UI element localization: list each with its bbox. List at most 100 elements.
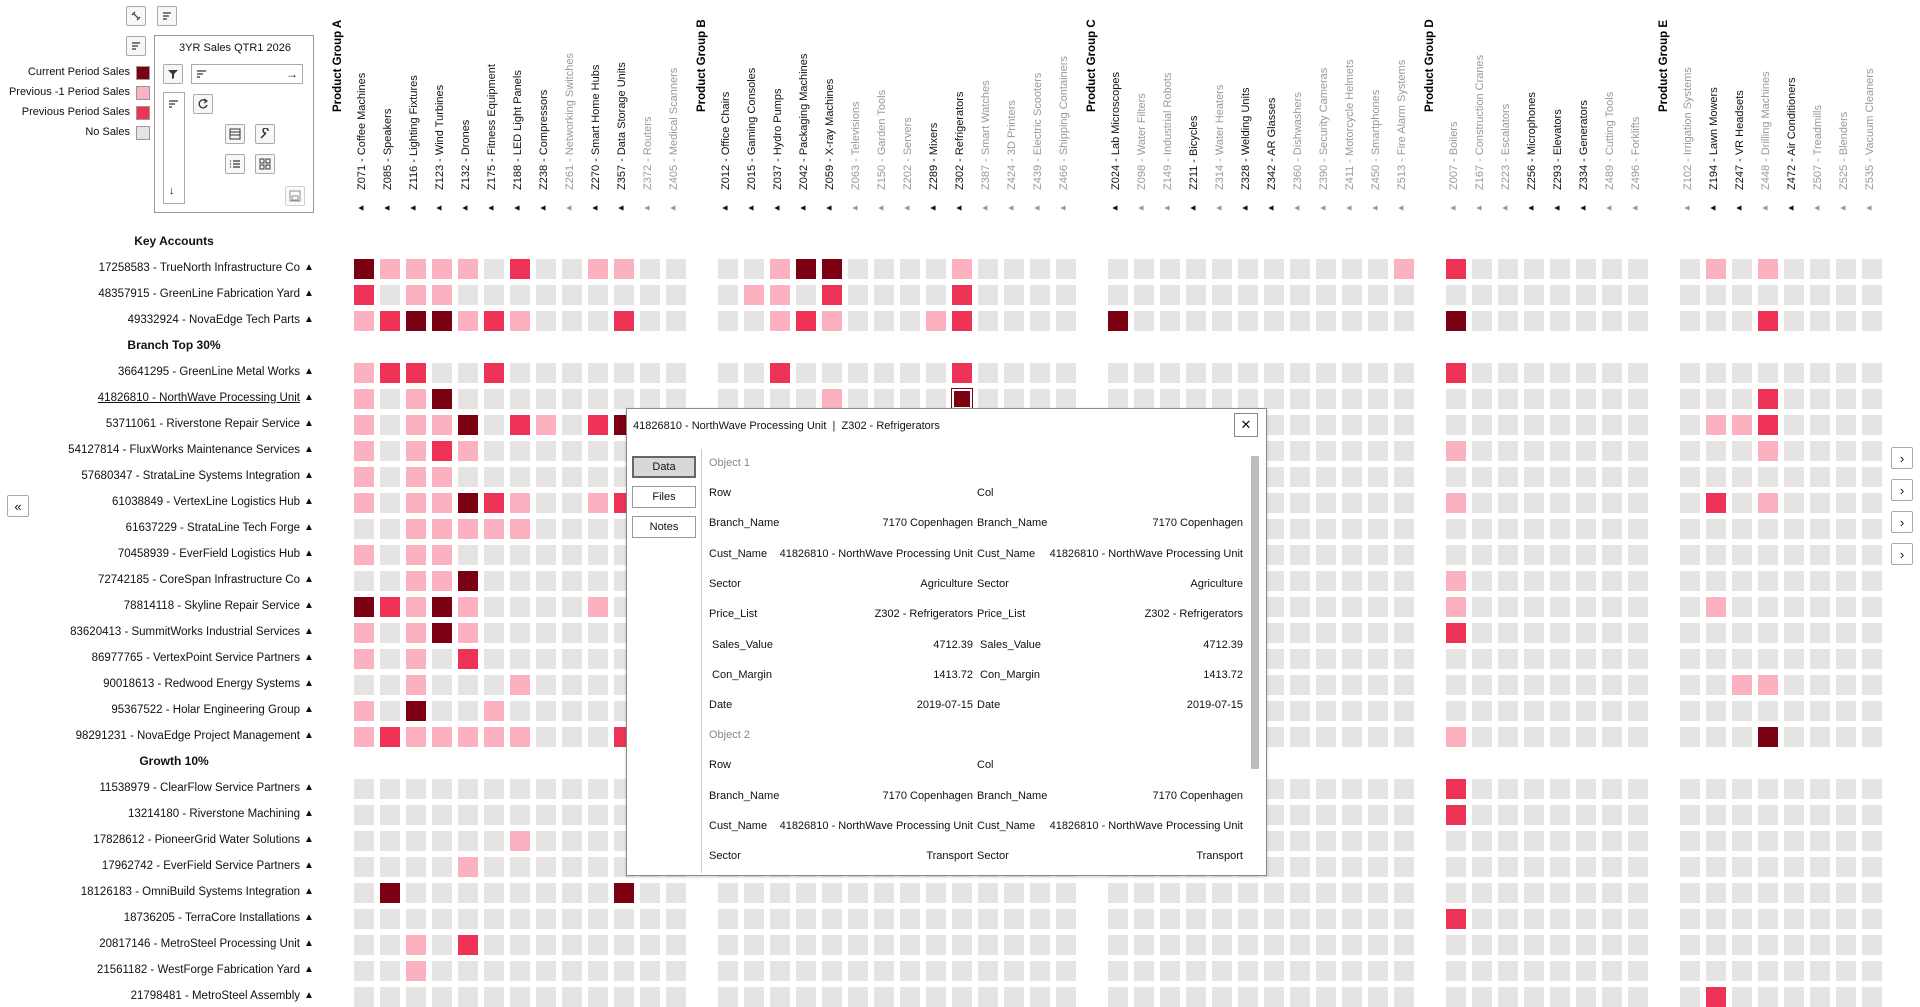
heatmap-cell[interactable] <box>1238 987 1258 1007</box>
heatmap-cell[interactable] <box>1810 259 1830 279</box>
heatmap-cell[interactable] <box>354 883 374 903</box>
sort-arrow-icon[interactable]: ▲ <box>304 964 314 975</box>
heatmap-cell[interactable] <box>1394 961 1414 981</box>
heatmap-cell[interactable] <box>510 441 530 461</box>
heatmap-cell[interactable] <box>1524 935 1544 955</box>
heatmap-cell[interactable] <box>354 415 374 435</box>
heatmap-cell[interactable] <box>1264 545 1284 565</box>
row-label[interactable]: 21561182 - WestForge Fabrication Yard <box>96 964 300 976</box>
heatmap-cell[interactable] <box>1446 415 1466 435</box>
heatmap-cell[interactable] <box>1810 363 1830 383</box>
heatmap-cell[interactable] <box>406 545 426 565</box>
heatmap-cell[interactable] <box>432 987 452 1007</box>
heatmap-cell[interactable] <box>770 285 790 305</box>
heatmap-cell[interactable] <box>1030 961 1050 981</box>
heatmap-cell[interactable] <box>1628 987 1648 1007</box>
heatmap-cell[interactable] <box>718 259 738 279</box>
heatmap-cell[interactable] <box>1316 311 1336 331</box>
heatmap-cell[interactable] <box>1680 311 1700 331</box>
heatmap-cell[interactable] <box>588 935 608 955</box>
heatmap-cell[interactable] <box>1628 805 1648 825</box>
heatmap-cell[interactable] <box>1342 935 1362 955</box>
sort-arrow-icon[interactable]: ▲ <box>304 704 314 715</box>
heatmap-cell[interactable] <box>1342 545 1362 565</box>
heatmap-cell[interactable] <box>1602 909 1622 929</box>
heatmap-cell[interactable] <box>718 389 738 409</box>
heatmap-cell[interactable] <box>1576 493 1596 513</box>
heatmap-cell[interactable] <box>406 649 426 669</box>
heatmap-cell[interactable] <box>1368 467 1388 487</box>
heatmap-cell[interactable] <box>1264 363 1284 383</box>
heatmap-cell[interactable] <box>666 883 686 903</box>
heatmap-cell[interactable] <box>1368 311 1388 331</box>
heatmap-cell[interactable] <box>1784 389 1804 409</box>
heatmap-cell[interactable] <box>1290 363 1310 383</box>
heatmap-cell[interactable] <box>1680 519 1700 539</box>
heatmap-cell[interactable] <box>1550 415 1570 435</box>
heatmap-cell[interactable] <box>1706 961 1726 981</box>
heatmap-cell[interactable] <box>1602 623 1622 643</box>
heatmap-cell[interactable] <box>1576 389 1596 409</box>
heatmap-cell[interactable] <box>1836 987 1856 1007</box>
heatmap-cell[interactable] <box>1342 831 1362 851</box>
heatmap-cell[interactable] <box>588 831 608 851</box>
heatmap-cell[interactable] <box>1758 909 1778 929</box>
heatmap-cell[interactable] <box>1446 389 1466 409</box>
heatmap-cell[interactable] <box>1836 571 1856 591</box>
heatmap-cell[interactable] <box>1732 415 1752 435</box>
heatmap-cell[interactable] <box>536 961 556 981</box>
heatmap-cell[interactable] <box>1290 935 1310 955</box>
heatmap-cell[interactable] <box>614 987 634 1007</box>
heatmap-cell[interactable] <box>380 727 400 747</box>
heatmap-cell[interactable] <box>1290 415 1310 435</box>
heatmap-cell[interactable] <box>1758 701 1778 721</box>
heatmap-cell[interactable] <box>640 285 660 305</box>
heatmap-cell[interactable] <box>1446 805 1466 825</box>
heatmap-cell[interactable] <box>1862 285 1882 305</box>
heatmap-cell[interactable] <box>1706 259 1726 279</box>
sort-arrow-icon[interactable]: ▲ <box>1291 203 1302 213</box>
heatmap-cell[interactable] <box>510 779 530 799</box>
heatmap-cell[interactable] <box>1836 623 1856 643</box>
heatmap-cell[interactable] <box>484 571 504 591</box>
sort-arrow-icon[interactable]: ▲ <box>1109 203 1120 213</box>
heatmap-cell[interactable] <box>1784 987 1804 1007</box>
sort-lines-icon[interactable] <box>126 36 146 56</box>
sort-arrow-icon[interactable]: ▲ <box>304 938 314 949</box>
heatmap-cell[interactable] <box>1628 649 1648 669</box>
heatmap-cell[interactable] <box>432 883 452 903</box>
heatmap-cell[interactable] <box>1550 467 1570 487</box>
heatmap-cell[interactable] <box>1706 649 1726 669</box>
heatmap-cell[interactable] <box>562 649 582 669</box>
heatmap-cell[interactable] <box>1810 493 1830 513</box>
heatmap-cell[interactable] <box>796 935 816 955</box>
heatmap-cell[interactable] <box>432 363 452 383</box>
sort-arrow-icon[interactable]: ▲ <box>953 203 964 213</box>
heatmap-cell[interactable] <box>562 493 582 513</box>
heatmap-cell[interactable] <box>718 285 738 305</box>
heatmap-cell[interactable] <box>1004 259 1024 279</box>
heatmap-cell[interactable] <box>1836 545 1856 565</box>
heatmap-cell[interactable] <box>1576 727 1596 747</box>
heatmap-cell[interactable] <box>1238 363 1258 383</box>
heatmap-cell[interactable] <box>380 961 400 981</box>
heatmap-cell[interactable] <box>1290 259 1310 279</box>
heatmap-cell[interactable] <box>1264 571 1284 591</box>
heatmap-cell[interactable] <box>1550 623 1570 643</box>
heatmap-cell[interactable] <box>1238 909 1258 929</box>
heatmap-cell[interactable] <box>562 805 582 825</box>
heatmap-cell[interactable] <box>900 935 920 955</box>
heatmap-cell[interactable] <box>1758 545 1778 565</box>
heatmap-cell[interactable] <box>1342 649 1362 669</box>
heatmap-cell[interactable] <box>432 623 452 643</box>
heatmap-cell[interactable] <box>1446 493 1466 513</box>
heatmap-cell[interactable] <box>484 831 504 851</box>
heatmap-cell[interactable] <box>1862 857 1882 877</box>
heatmap-cell[interactable] <box>1836 519 1856 539</box>
heatmap-cell[interactable] <box>1576 831 1596 851</box>
heatmap-cell[interactable] <box>1472 909 1492 929</box>
heatmap-cell[interactable] <box>406 389 426 409</box>
heatmap-cell[interactable] <box>666 363 686 383</box>
heatmap-cell[interactable] <box>978 259 998 279</box>
heatmap-cell[interactable] <box>1680 805 1700 825</box>
